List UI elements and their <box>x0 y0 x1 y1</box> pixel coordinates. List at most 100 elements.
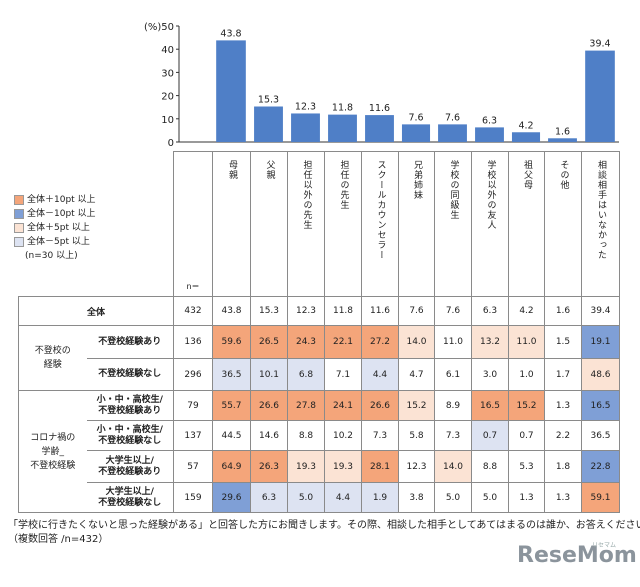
value-cell: 48.6 <box>581 358 620 391</box>
group-label-line: 不登校の <box>34 346 71 356</box>
value-cell: 14.0 <box>398 325 435 359</box>
value-cell: 36.5 <box>212 358 251 391</box>
n-value: 136 <box>173 325 213 359</box>
value-cell: 4.7 <box>398 358 435 391</box>
legend-item: 全体－5pt 以上 <box>14 235 172 249</box>
column-header: 相談相手はいなかった <box>581 151 620 297</box>
column-header: その他 <box>544 151 582 297</box>
value-cell: 2.2 <box>544 420 582 451</box>
value-cell: 1.0 <box>508 358 545 391</box>
value-cell: 26.3 <box>250 450 288 483</box>
resemom-logo-sub: リセマム <box>592 542 617 549</box>
value-cell: 27.8 <box>287 390 325 421</box>
value-cell: 1.8 <box>544 450 582 483</box>
row-label-line: 不登校経験なし <box>98 497 162 508</box>
column-header: 母親 <box>212 151 251 297</box>
value-cell: 1.3 <box>544 390 582 421</box>
footnote-question: 「学校に行きたくないと思った経験がある」と回答した方にお聞きします。その際、相談… <box>8 520 640 531</box>
bar-4 <box>328 114 357 142</box>
row-label-line: 不登校経験あり <box>98 336 162 347</box>
data-table: n＝ 母親 父親 担任以外の先生 担任の先生 スクールカウンセラー 兄弟姉妹 学校の同級生 学校… <box>18 151 620 513</box>
row-label-line: 小・中・高校生/ <box>96 394 163 405</box>
column-header: スクールカウンセラー <box>361 151 399 297</box>
table-row: 大学生以上/不登校経験あり 57 64.9 26.3 19.3 19.3 28.1 12.3 1… <box>19 450 620 483</box>
column-header: 学校以外の友人 <box>471 151 509 297</box>
legend-item: 全体＋5pt 以上 <box>14 221 172 235</box>
table-row: 不登校経験なし 296 36.5 10.1 6.8 7.1 4.4 4.7 6.1 3.0 1.0 1… <box>19 358 620 391</box>
value-cell: 7.6 <box>398 296 435 326</box>
y-tick-label: 30 <box>161 68 174 79</box>
column-header-label: 祖父母 <box>522 160 532 190</box>
value-cell: 44.5 <box>212 420 251 451</box>
y-tick-label: 10 <box>161 115 174 126</box>
row-label: 小・中・高校生/不登校経験なし <box>86 420 174 451</box>
n-value: 137 <box>173 420 213 451</box>
value-cell: 3.8 <box>398 482 435 513</box>
value-cell: 3.0 <box>471 358 509 391</box>
bar-9 <box>511 132 541 142</box>
group-label-line: コロナ禍の <box>30 432 76 443</box>
value-cell: 15.3 <box>250 296 288 326</box>
value-cell: 8.9 <box>434 390 472 421</box>
table-row: 大学生以上/不登校経験なし 159 29.6 6.3 5.0 4.4 1.9 3.8 5.0 5.… <box>19 482 620 513</box>
header-blank <box>19 152 174 297</box>
value-cell: 11.8 <box>324 296 362 326</box>
value-cell: 19.3 <box>287 450 325 483</box>
value-cell: 22.8 <box>581 450 620 483</box>
bar-chart: 0 10 20 30 40 (%)50 43.8 15.3 12.3 11.8 11.6 7.6 7.6… <box>144 22 619 149</box>
value-cell: 12.3 <box>398 450 435 483</box>
value-cell: 29.6 <box>212 482 251 513</box>
data-label: 4.2 <box>518 120 533 131</box>
table-row: 不登校の経験不登校の経験不登校経験あり13659.626.524.322.127… <box>18 325 620 391</box>
bar-1 <box>216 40 246 142</box>
data-label: 7.6 <box>408 112 423 123</box>
value-cell: 39.4 <box>581 296 620 326</box>
legend-label: 全体＋10pt 以上 <box>27 195 96 205</box>
row-label: 大学生以上/不登校経験あり <box>86 450 174 483</box>
value-cell: 11.6 <box>361 296 399 326</box>
value-cell: 8.8 <box>287 420 325 451</box>
data-label: 15.3 <box>258 95 279 106</box>
row-label-total: 全体 <box>18 296 174 326</box>
y-tick-label: (%)50 <box>144 22 174 33</box>
value-cell: 43.8 <box>212 296 251 326</box>
n-value: 79 <box>173 390 213 421</box>
legend-label: 全体－10pt 以上 <box>27 209 96 219</box>
group-label-line: 不登校経験 <box>30 460 76 471</box>
value-cell: 5.0 <box>434 482 472 513</box>
n-value: 432 <box>173 296 213 326</box>
value-cell: 12.3 <box>287 296 325 326</box>
value-cell: 1.3 <box>544 482 582 513</box>
value-cell: 26.5 <box>250 325 288 359</box>
legend-item: 全体－10pt 以上 <box>14 207 172 221</box>
row-label: 不登校経験あり <box>86 325 174 359</box>
value-cell: 5.3 <box>508 450 545 483</box>
legend-swatch <box>14 195 24 205</box>
bar-10 <box>548 138 577 142</box>
value-cell: 6.3 <box>471 296 509 326</box>
row-label-line: 不登校経験なし <box>98 435 162 446</box>
column-header-label: 担任の先生 <box>338 160 349 210</box>
value-cell: 6.1 <box>434 358 472 391</box>
column-header-label: 相談相手はいなかった <box>596 160 606 260</box>
column-header: 祖父母 <box>508 151 545 297</box>
legend-label: 全体－5pt 以上 <box>27 237 90 247</box>
row-label: 不登校経験なし <box>86 358 174 391</box>
column-header: 父親 <box>250 151 288 297</box>
bar-5 <box>365 115 394 142</box>
data-label: 11.8 <box>332 103 353 114</box>
value-cell: 27.2 <box>361 325 399 359</box>
row-label-line: 不登校経験あり <box>98 466 162 477</box>
column-header: 学校の同級生 <box>434 151 472 297</box>
bar-8 <box>475 127 504 142</box>
legend-swatch <box>14 223 24 233</box>
value-cell: 1.5 <box>544 325 582 359</box>
data-label: 39.4 <box>589 39 610 50</box>
bar-2 <box>254 106 283 142</box>
data-label: 1.6 <box>555 126 570 137</box>
column-header: 担任以外の先生 <box>287 151 325 297</box>
value-cell: 1.9 <box>361 482 399 513</box>
column-header-label: 担任以外の先生 <box>301 160 312 230</box>
data-label: 43.8 <box>220 28 241 39</box>
